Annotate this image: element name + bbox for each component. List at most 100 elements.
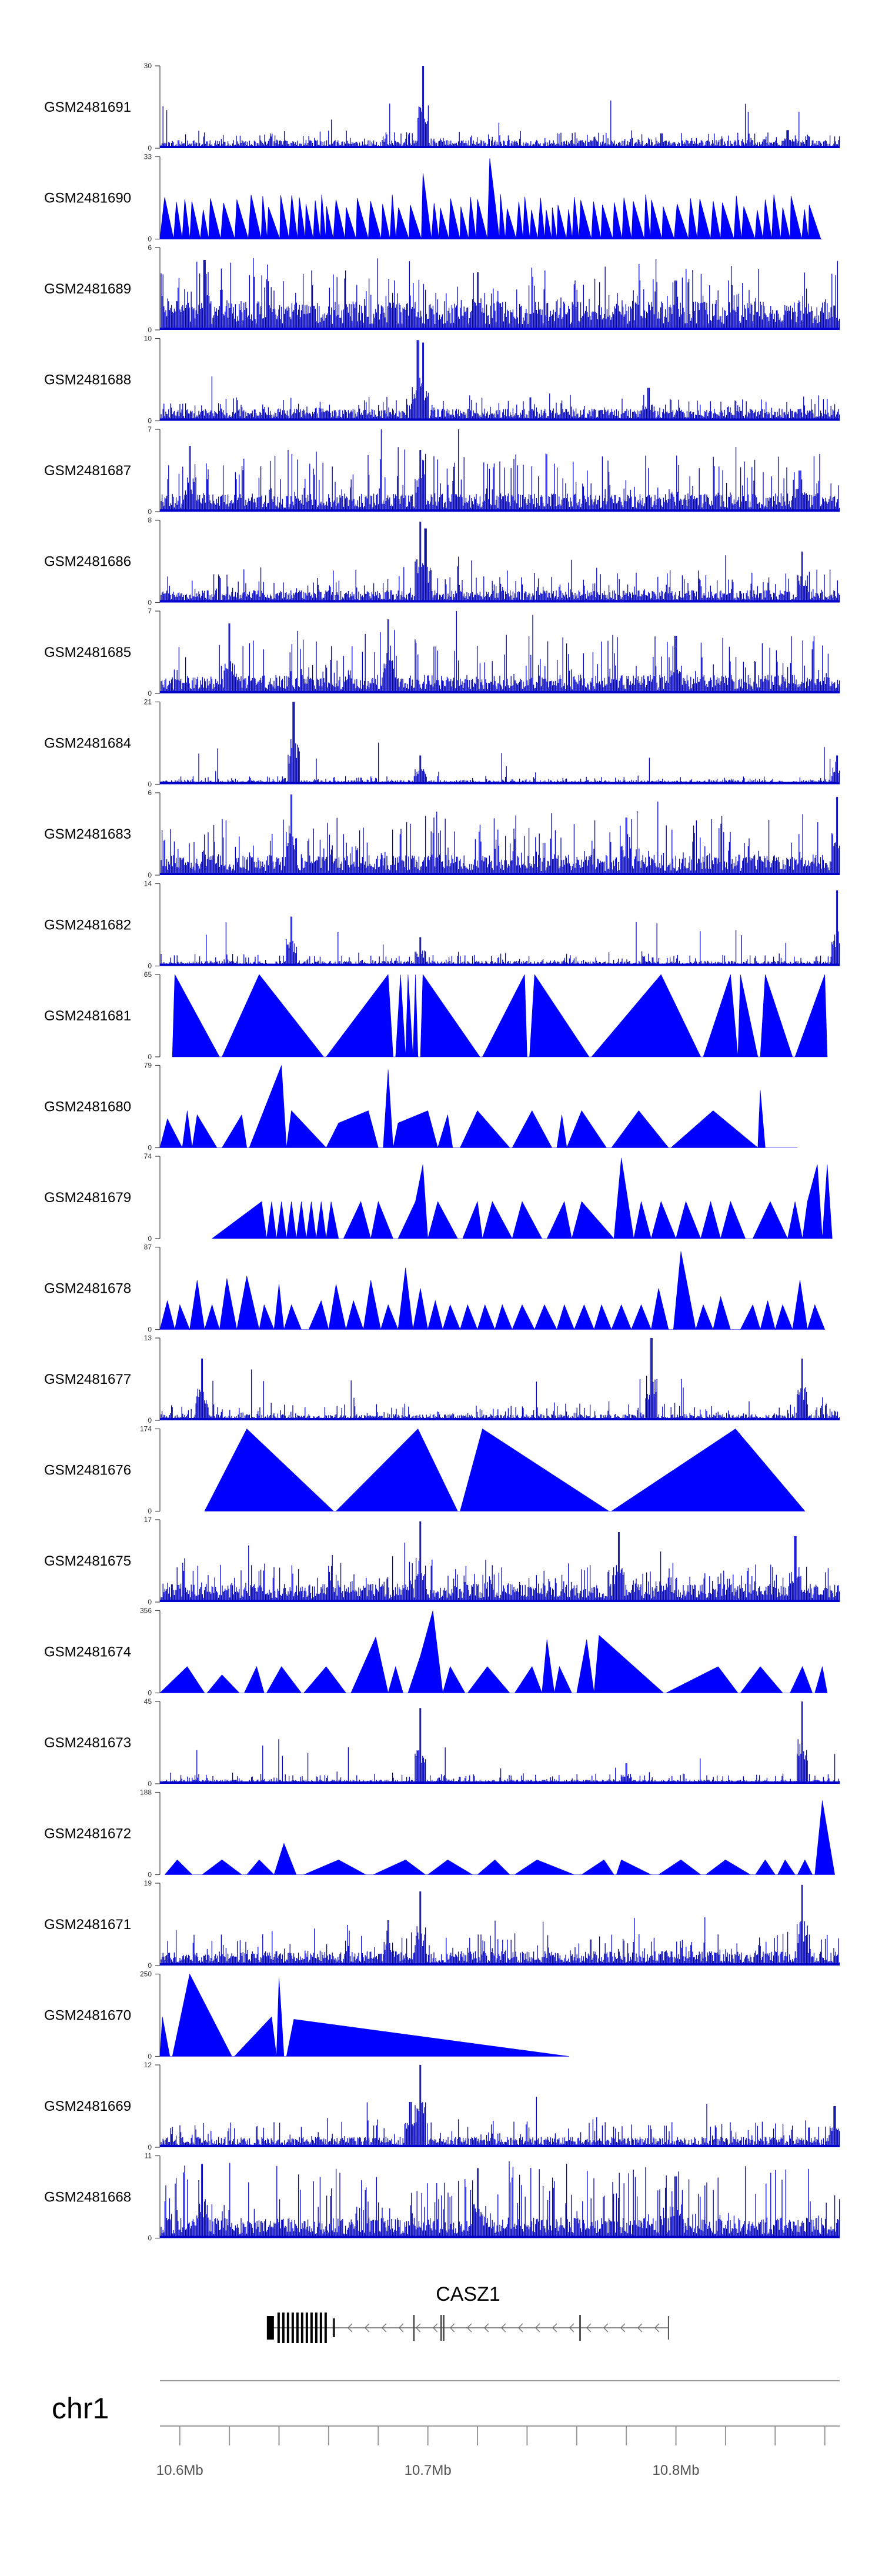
track-GSM2481687: GSM2481687 7 0	[44, 425, 840, 516]
gene-exon	[442, 2315, 445, 2341]
track-label: GSM2481683	[44, 826, 131, 842]
signal-bars	[161, 611, 840, 693]
y-max-label: 11	[145, 2152, 152, 2160]
track-label: GSM2481686	[44, 554, 131, 570]
signal-area	[172, 973, 828, 1057]
gene-exon	[286, 2313, 289, 2343]
track-label: GSM2481685	[44, 645, 131, 660]
strand-arrow-icon	[517, 2323, 523, 2333]
y-min-label: 0	[148, 1689, 152, 1697]
y-max-label: 21	[144, 698, 152, 706]
y-max-label: 33	[144, 153, 152, 161]
gene-exon	[413, 2315, 415, 2341]
gene-exon	[332, 2318, 335, 2337]
strand-arrow-icon	[415, 2323, 421, 2333]
gene-annotation-track: CASZ1	[266, 2283, 669, 2343]
gene-exon	[305, 2313, 308, 2343]
track-GSM2481668: GSM2481668 11 0	[44, 2152, 840, 2243]
gene-exon	[291, 2313, 294, 2343]
signal-bars	[161, 258, 840, 330]
gene-name-label: CASZ1	[436, 2283, 500, 2305]
track-GSM2481672: GSM2481672 188 0	[44, 1788, 835, 1879]
axis-tick-label: 10.8Mb	[653, 2462, 700, 2478]
track-label: GSM2481668	[44, 2190, 131, 2205]
track-label: GSM2481678	[44, 1281, 131, 1297]
y-min-label: 0	[148, 1234, 152, 1243]
signal-bars	[161, 794, 840, 875]
signal-bars	[161, 702, 840, 785]
gene-exon	[579, 2315, 582, 2341]
track-label: GSM2481679	[44, 1190, 131, 1206]
y-min-label: 0	[148, 780, 152, 789]
y-min-label: 0	[148, 2053, 152, 2061]
strand-arrow-icon	[381, 2323, 387, 2333]
gene-exon	[277, 2313, 280, 2343]
track-GSM2481684: GSM2481684 21 0	[44, 698, 840, 789]
signal-bars	[161, 2161, 840, 2238]
gene-exon	[324, 2313, 327, 2343]
y-min-label: 0	[148, 508, 152, 516]
strand-arrow-icon	[603, 2323, 609, 2333]
signal-area	[159, 1065, 798, 1149]
gene-exon	[282, 2313, 285, 2343]
track-GSM2481688: GSM2481688 10 0	[44, 335, 840, 425]
track-GSM2481681: GSM2481681 65 0	[44, 970, 828, 1061]
strand-arrow-icon	[552, 2323, 557, 2333]
track-label: GSM2481674	[44, 1644, 131, 1660]
track-GSM2481685: GSM2481685 7 0	[44, 607, 840, 698]
track-label: GSM2481670	[44, 2008, 131, 2024]
track-GSM2481678: GSM2481678 87 0	[44, 1243, 826, 1334]
strand-arrow-icon	[586, 2323, 592, 2333]
signal-area	[159, 1973, 570, 2057]
track-label: GSM2481673	[44, 1735, 131, 1751]
strand-arrow-icon	[347, 2323, 353, 2333]
track-GSM2481676: GSM2481676 174 0	[44, 1425, 806, 1516]
axis-tick-label: 10.6Mb	[156, 2462, 203, 2478]
gene-exon	[296, 2313, 299, 2343]
strand-arrow-icon	[432, 2323, 438, 2333]
signal-bars	[161, 429, 840, 512]
y-min-label: 0	[148, 1871, 152, 1879]
signal-bars	[161, 890, 840, 966]
gene-exon	[310, 2313, 313, 2343]
y-max-label: 7	[148, 607, 152, 615]
signal-area	[204, 1428, 806, 1511]
track-GSM2481679: GSM2481679 74 0	[44, 1152, 833, 1243]
track-label: GSM2481691	[44, 99, 131, 115]
track-label: GSM2481671	[44, 1917, 131, 1933]
track-GSM2481680: GSM2481680 79 0	[44, 1062, 798, 1152]
y-max-label: 8	[148, 516, 152, 525]
track-label: GSM2481681	[44, 1008, 131, 1024]
y-min-label: 0	[148, 2143, 152, 2151]
y-min-label: 0	[148, 1053, 152, 1061]
gene-exon	[300, 2313, 303, 2343]
y-min-label: 0	[148, 962, 152, 970]
y-min-label: 0	[148, 1598, 152, 1606]
track-label: GSM2481675	[44, 1553, 131, 1569]
strand-arrow-icon	[364, 2323, 370, 2333]
y-max-label: 12	[144, 2061, 152, 2069]
signal-bars	[161, 1884, 840, 1966]
y-max-label: 188	[140, 1788, 152, 1797]
track-GSM2481675: GSM2481675 17 0	[44, 1516, 840, 1606]
gene-exon	[319, 2313, 322, 2343]
strand-arrow-icon	[569, 2323, 574, 2333]
chromosome-label: chr1	[52, 2392, 109, 2425]
signal-area	[159, 158, 823, 239]
y-max-label: 6	[148, 789, 152, 797]
signal-bars	[161, 2065, 840, 2147]
y-min-label: 0	[148, 235, 152, 243]
strand-arrow-icon	[654, 2323, 660, 2333]
y-min-label: 0	[148, 1961, 152, 1970]
track-label: GSM2481672	[44, 1826, 131, 1842]
y-min-label: 0	[148, 1507, 152, 1516]
y-max-label: 250	[140, 1970, 152, 1978]
y-max-label: 13	[144, 1334, 152, 1342]
strand-arrow-icon	[449, 2323, 455, 2333]
signal-area	[211, 1157, 833, 1240]
y-min-label: 0	[148, 144, 152, 152]
y-max-label: 74	[144, 1152, 152, 1160]
track-label: GSM2481687	[44, 463, 131, 479]
y-max-label: 17	[144, 1516, 152, 1524]
